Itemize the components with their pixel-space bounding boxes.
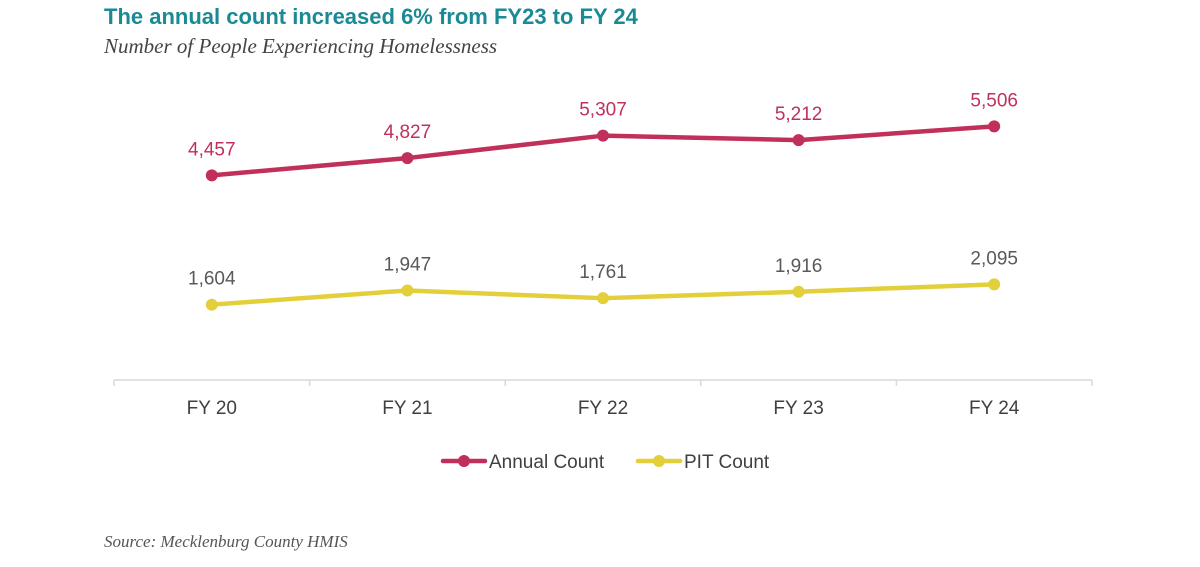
data-label: 4,457 [188, 139, 236, 160]
data-point [792, 134, 805, 147]
data-label: 4,827 [384, 122, 432, 143]
data-point [401, 152, 414, 165]
chart-subtitle: Number of People Experiencing Homelessne… [104, 34, 498, 58]
data-label: 1,916 [775, 256, 823, 277]
data-point [205, 298, 218, 311]
data-point [988, 278, 1001, 291]
data-label: 5,506 [970, 90, 1018, 111]
x-tick-label: FY 20 [187, 398, 237, 419]
data-point [205, 169, 218, 182]
data-point [597, 292, 609, 305]
data-point [792, 285, 805, 298]
data-label: 1,947 [384, 254, 432, 275]
data-label: 1,604 [188, 269, 236, 290]
chart-title: The annual count increased 6% from FY23 … [104, 4, 638, 29]
data-label: 5,307 [579, 100, 627, 121]
data-point [401, 284, 414, 297]
data-label: 1,761 [579, 262, 627, 283]
legend-swatch-marker [458, 455, 470, 467]
source-note: Source: Mecklenburg County HMIS [104, 532, 348, 551]
legend-label: Annual Count [489, 452, 605, 473]
data-point [597, 129, 609, 142]
x-tick-label: FY 22 [578, 398, 628, 419]
x-tick-label: FY 21 [382, 398, 432, 419]
data-label: 2,095 [970, 248, 1018, 269]
legend-label: PIT Count [684, 452, 770, 473]
data-label: 5,212 [775, 104, 823, 125]
x-tick-label: FY 23 [773, 398, 823, 419]
legend-swatch-marker [653, 455, 665, 467]
x-tick-label: FY 24 [969, 398, 1020, 419]
data-point [988, 120, 1001, 133]
